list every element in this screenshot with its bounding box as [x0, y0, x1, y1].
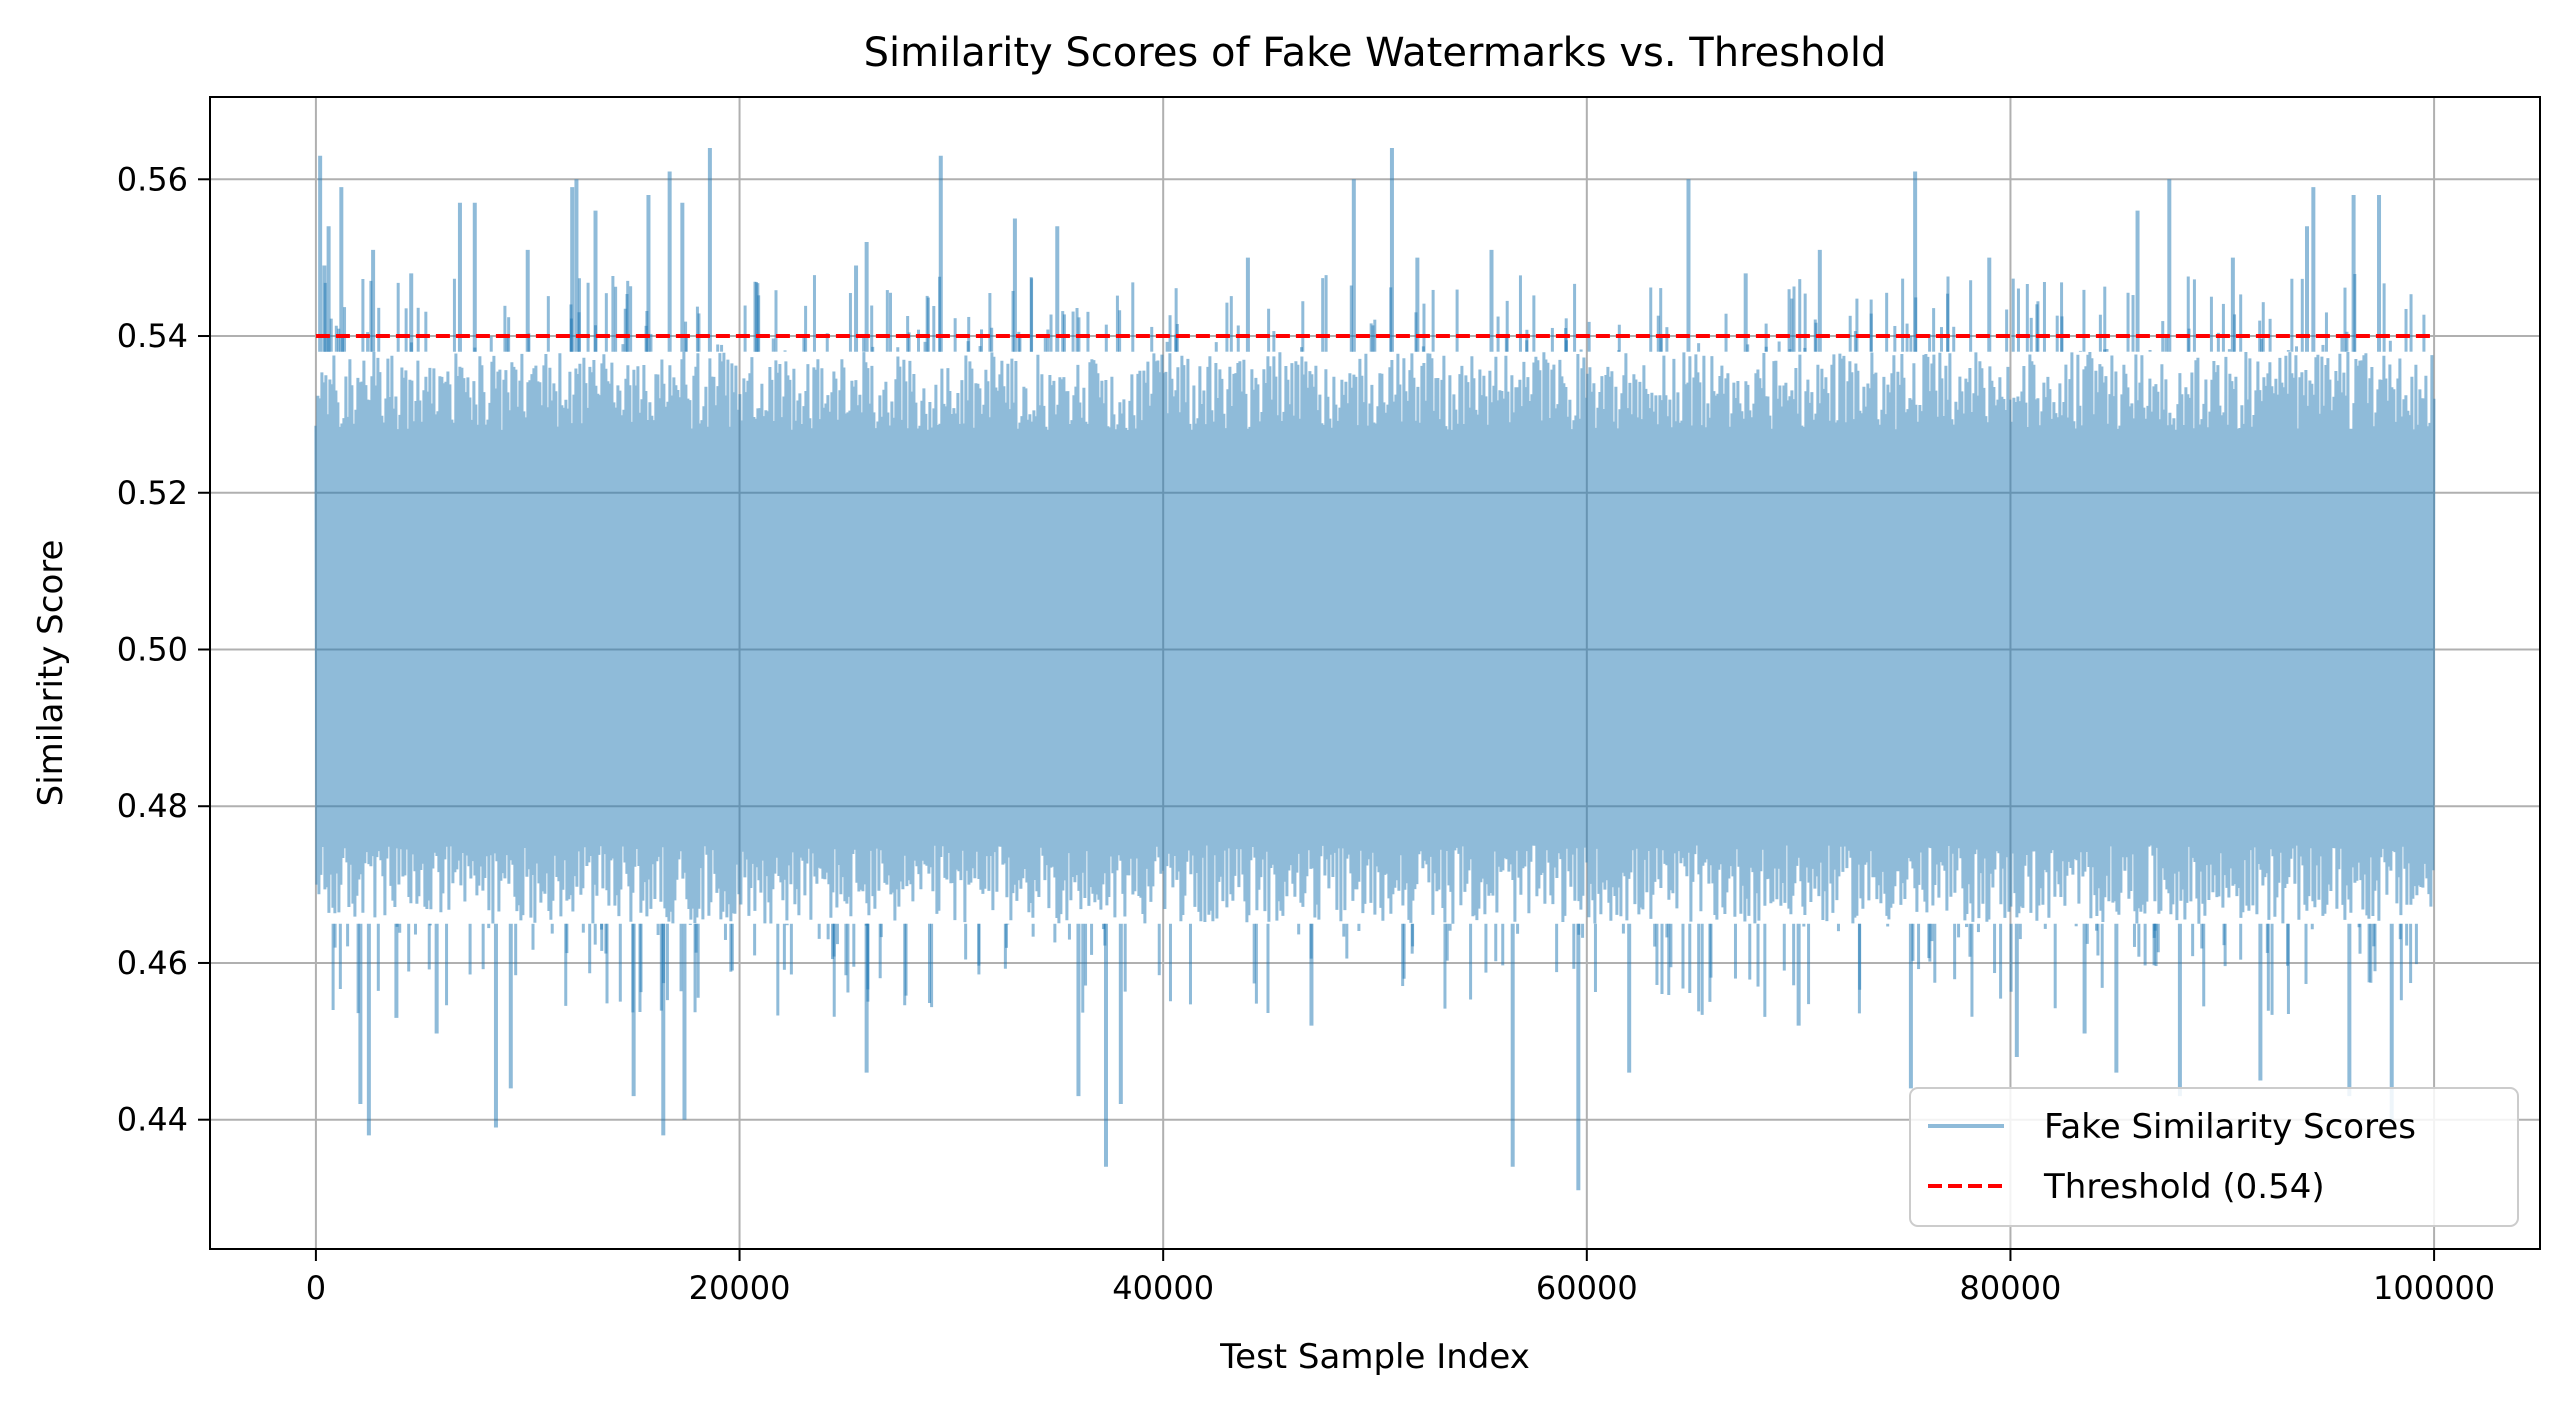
y-tick-label: 0.44: [117, 1101, 188, 1139]
plot-area-frame: [209, 96, 2541, 1250]
x-tick-label: 20000: [689, 1269, 791, 1307]
y-tick-label: 0.48: [117, 787, 188, 825]
x-axis-ticks: 0 20000 40000 60000 80000 100000: [306, 1249, 2495, 1307]
y-tick-label: 0.50: [117, 630, 188, 668]
chart-title: Similarity Scores of Fake Watermarks vs.…: [864, 30, 1887, 76]
fake-scores-line: [314, 351, 2436, 924]
y-tick-label: 0.52: [117, 474, 188, 512]
x-tick-label: 40000: [1112, 1269, 1214, 1307]
legend: Fake Similarity Scores Threshold (0.54): [1909, 1087, 2519, 1227]
x-axis-label: Test Sample Index: [1219, 1337, 1530, 1377]
x-tick-label: 0: [306, 1269, 326, 1307]
x-tick-label: 100000: [2373, 1269, 2495, 1307]
y-tick-label: 0.46: [117, 944, 188, 982]
y-tick-label: 0.54: [117, 317, 188, 355]
x-tick-label: 60000: [1536, 1269, 1638, 1307]
y-axis-ticks: 0.44 0.46 0.48 0.50 0.52 0.54 0.56: [117, 160, 210, 1139]
legend-label-fake-scores: Fake Similarity Scores: [2044, 1107, 2416, 1147]
y-axis-label: Similarity Score: [31, 540, 71, 807]
legend-label-threshold: Threshold (0.54): [2043, 1167, 2325, 1207]
y-tick-label: 0.56: [117, 160, 188, 198]
legend-box: [1909, 1087, 2519, 1227]
x-tick-label: 80000: [1960, 1269, 2062, 1307]
